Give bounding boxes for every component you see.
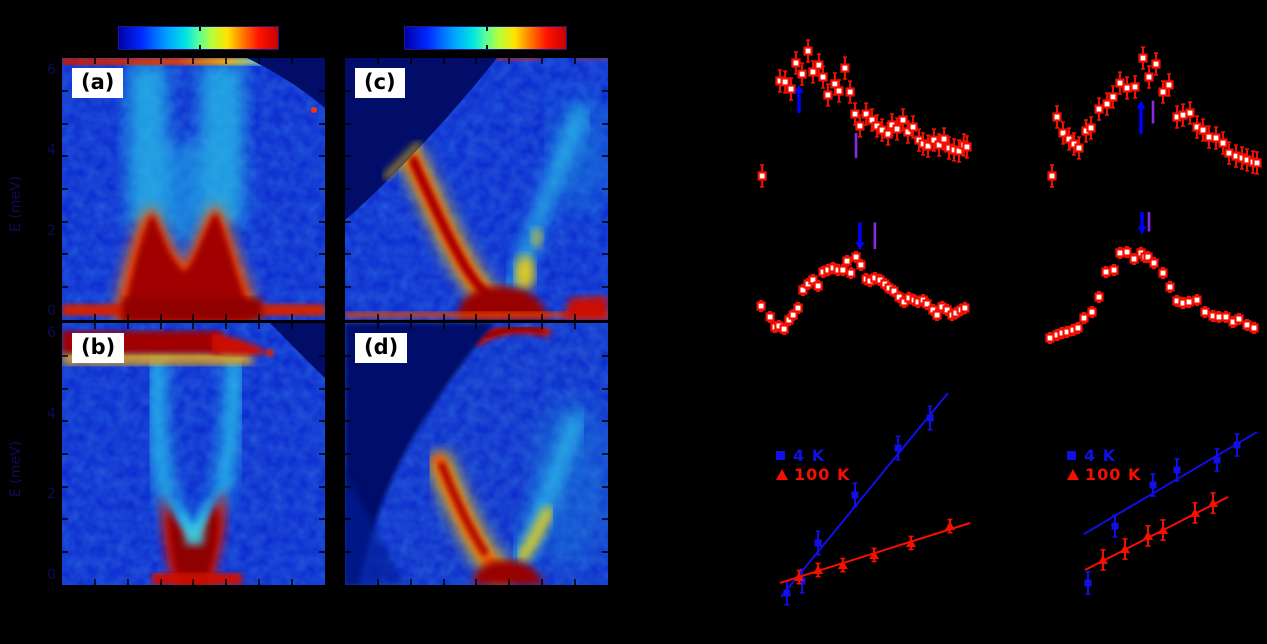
blue-arrow-head	[794, 84, 804, 93]
panel-label-a: (a)	[72, 68, 124, 98]
colorbar-tick	[485, 27, 488, 31]
legend-label-4k: 4 K	[793, 446, 826, 465]
panel-label-c: (c)	[355, 68, 405, 98]
y-tick-label: 2	[47, 223, 56, 239]
heatmap-panel-d: (d)	[345, 323, 608, 585]
legend-label-100k: 100 K	[1085, 465, 1142, 484]
legend-row-4k: 4 K	[1067, 446, 1141, 465]
y-tick-label: 0	[47, 567, 56, 583]
blue-arrow-head	[855, 241, 865, 250]
y-tick-label: 4	[47, 142, 56, 158]
colorbar-left	[118, 26, 279, 50]
y-tick-label: 4	[47, 406, 56, 422]
panel-label-d: (d)	[355, 333, 408, 363]
heatmap-panel-b: (b)	[62, 323, 325, 585]
heatmap-d	[345, 323, 608, 585]
y-tick-label: 2	[47, 486, 56, 502]
legend-j: 4 K 100 K	[1067, 446, 1141, 484]
plot-h	[1045, 212, 1259, 345]
heatmap-a	[62, 58, 325, 320]
heatmap-panel-a: (a)	[62, 58, 325, 320]
heatmap-b	[62, 323, 325, 585]
heatmap-panel-c: (c)	[345, 58, 608, 320]
legend-square-icon	[776, 451, 785, 460]
plot-j	[1083, 431, 1258, 595]
colorbar-right	[404, 26, 567, 50]
plot-f	[1047, 46, 1262, 188]
plot-g	[756, 222, 970, 336]
colorbar-tick	[198, 27, 201, 31]
scatter-panel-e	[750, 32, 1008, 208]
blue-arrow-head	[1136, 100, 1146, 109]
colorbar-tick	[485, 45, 488, 49]
colorbar-tick	[198, 45, 201, 49]
y-axis-label-a: E (meV)	[8, 175, 24, 232]
plot-e	[757, 39, 972, 188]
legend-label-4k: 4 K	[1084, 446, 1117, 465]
panel-label-b: (b)	[72, 333, 125, 363]
y-tick-label: 6	[47, 325, 56, 341]
line-panel-i: 4 K 100 K	[750, 390, 1008, 625]
scatter-panel-f	[1015, 32, 1265, 208]
legend-row-4k: 4 K	[776, 446, 850, 465]
legend-triangle-icon	[1067, 469, 1079, 480]
blue-arrow-head	[1137, 226, 1147, 235]
y-axis-label-b: E (meV)	[8, 440, 24, 497]
scatter-panel-g	[750, 212, 1008, 362]
line-panel-j: 4 K 100 K	[1015, 390, 1265, 625]
legend-label-100k: 100 K	[794, 465, 851, 484]
plot-i	[779, 392, 971, 606]
y-tick-label: 0	[47, 303, 56, 319]
legend-i: 4 K 100 K	[776, 446, 850, 484]
legend-row-100k: 100 K	[1067, 465, 1141, 484]
scatter-panel-h	[1015, 212, 1265, 362]
legend-row-100k: 100 K	[776, 465, 850, 484]
y-tick-label: 6	[47, 62, 56, 78]
heatmap-c	[345, 58, 608, 320]
legend-square-icon	[1067, 451, 1076, 460]
legend-triangle-icon	[776, 469, 788, 480]
